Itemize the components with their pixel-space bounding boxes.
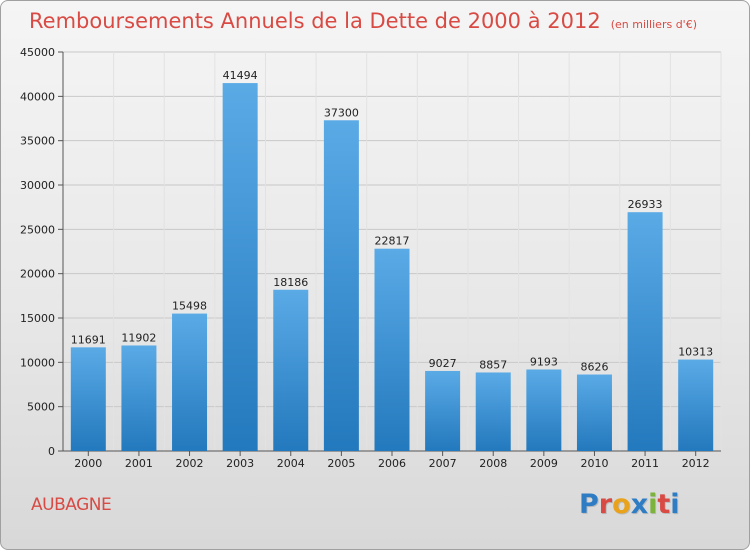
value-label-2012: 10313 [678, 346, 713, 359]
y-tick-label: 20000 [20, 268, 55, 281]
x-tick-label-2003: 2003 [226, 457, 254, 470]
bar-2000 [70, 347, 106, 451]
bar-2010 [576, 374, 612, 451]
bar-2011 [627, 212, 663, 451]
bar-2007 [425, 370, 461, 451]
x-tick-label-2005: 2005 [327, 457, 355, 470]
x-tick-label-2008: 2008 [479, 457, 507, 470]
city-name: AUBAGNE [31, 495, 112, 515]
value-label-2001: 11902 [121, 331, 156, 344]
x-tick-label-2000: 2000 [74, 457, 102, 470]
data-labels: 11691 11902 15498 41494 18186 37300 22817 9027 8… [71, 69, 713, 373]
bar-2008 [475, 372, 511, 451]
bar-2004 [273, 289, 309, 451]
y-tick-label: 15000 [20, 312, 55, 325]
proxiti-logo: Proxiti [579, 489, 680, 520]
y-tick-label: 0 [48, 445, 55, 458]
value-label-2004: 18186 [273, 276, 308, 289]
value-label-2005: 37300 [324, 106, 359, 119]
bar-2003 [222, 83, 258, 451]
bar-2009 [526, 369, 562, 451]
chart-unit: (en milliers d'€) [610, 18, 697, 31]
axes: 0 5000 10000 15000 20000 25000 30000 35000 40000… [20, 46, 721, 470]
chart-title-row: Remboursements Annuels de la Dette de 20… [29, 9, 697, 33]
value-label-2010: 8626 [580, 361, 608, 374]
bar-2002 [172, 313, 208, 451]
logo-letter: P [579, 489, 599, 520]
value-label-2011: 26933 [628, 198, 663, 211]
x-tick-label-2004: 2004 [277, 457, 305, 470]
x-tick-label-2009: 2009 [530, 457, 558, 470]
logo-letter: t [657, 489, 671, 520]
logo-letter: x [630, 489, 649, 520]
value-label-2007: 9027 [429, 357, 457, 370]
x-tick-label-2012: 2012 [682, 457, 710, 470]
bars [70, 83, 714, 452]
x-tick-label-2002: 2002 [176, 457, 204, 470]
value-label-2000: 11691 [71, 333, 106, 346]
bar-2001 [121, 345, 157, 451]
y-tick-label: 10000 [20, 356, 55, 369]
x-tick-label-2010: 2010 [580, 457, 608, 470]
y-tick-label: 35000 [20, 135, 55, 148]
logo-letter: r [598, 489, 613, 520]
y-tick-label: 40000 [20, 90, 55, 103]
x-tick-label-2011: 2011 [631, 457, 659, 470]
y-tick-label: 25000 [20, 223, 55, 236]
value-label-2009: 9193 [530, 355, 558, 368]
bar-2012 [678, 359, 714, 451]
value-label-2006: 22817 [375, 235, 410, 248]
y-tick-label: 30000 [20, 179, 55, 192]
x-tick-label-2001: 2001 [125, 457, 153, 470]
value-label-2002: 15498 [172, 300, 207, 313]
logo-letter: i [670, 489, 680, 520]
value-label-2008: 8857 [479, 358, 507, 371]
y-tick-label: 45000 [20, 46, 55, 59]
y-tick-label: 5000 [27, 401, 55, 414]
x-tick-label-2007: 2007 [429, 457, 457, 470]
x-tick-label-2006: 2006 [378, 457, 406, 470]
logo-letter: o [612, 489, 631, 520]
bar-2006 [374, 248, 410, 451]
logo-letter: i [648, 489, 658, 520]
value-label-2003: 41494 [223, 69, 258, 82]
chart-title: Remboursements Annuels de la Dette de 20… [29, 9, 601, 33]
bar-2005 [323, 120, 359, 452]
